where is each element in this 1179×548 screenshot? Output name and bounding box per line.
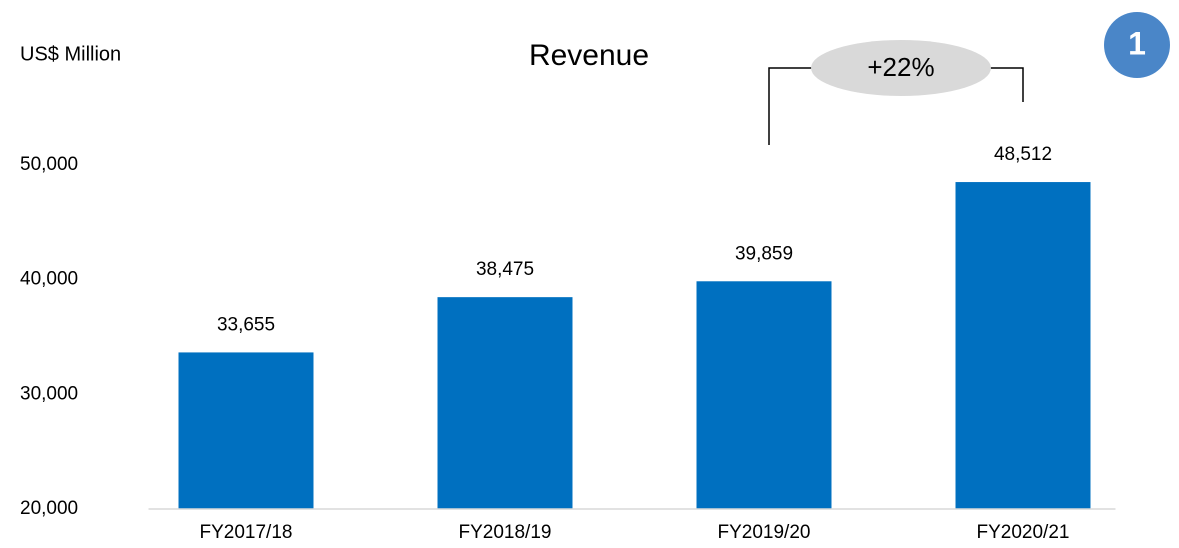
x-tick-label: FY2017/18 xyxy=(200,522,293,543)
y-tick-label: 20,000 xyxy=(20,498,78,519)
annotation-bubble xyxy=(811,40,991,96)
y-axis-label: US$ Million xyxy=(20,43,121,65)
bar xyxy=(437,297,573,509)
annotation: +22% xyxy=(867,52,934,82)
bar xyxy=(955,182,1091,510)
y-tick-label: 40,000 xyxy=(20,269,78,290)
value-label: 33,655 xyxy=(217,314,275,335)
value-label: 48,512 xyxy=(994,144,1052,165)
y-tick-label: 50,000 xyxy=(20,154,78,175)
bracket-left xyxy=(768,67,830,145)
x-tick-label: FY2018/19 xyxy=(459,522,552,543)
value-label: 38,475 xyxy=(476,259,534,280)
badge: 1 xyxy=(1128,25,1146,61)
bar xyxy=(696,281,832,509)
value-label: 39,859 xyxy=(735,243,793,264)
badge-circle xyxy=(1104,12,1170,78)
x-tick-label: FY2019/20 xyxy=(718,522,811,543)
x-tick-label: FY2020/21 xyxy=(977,522,1070,543)
bar xyxy=(178,352,314,509)
chart-title: Revenue xyxy=(529,39,649,72)
y-tick-label: 30,000 xyxy=(20,383,78,404)
